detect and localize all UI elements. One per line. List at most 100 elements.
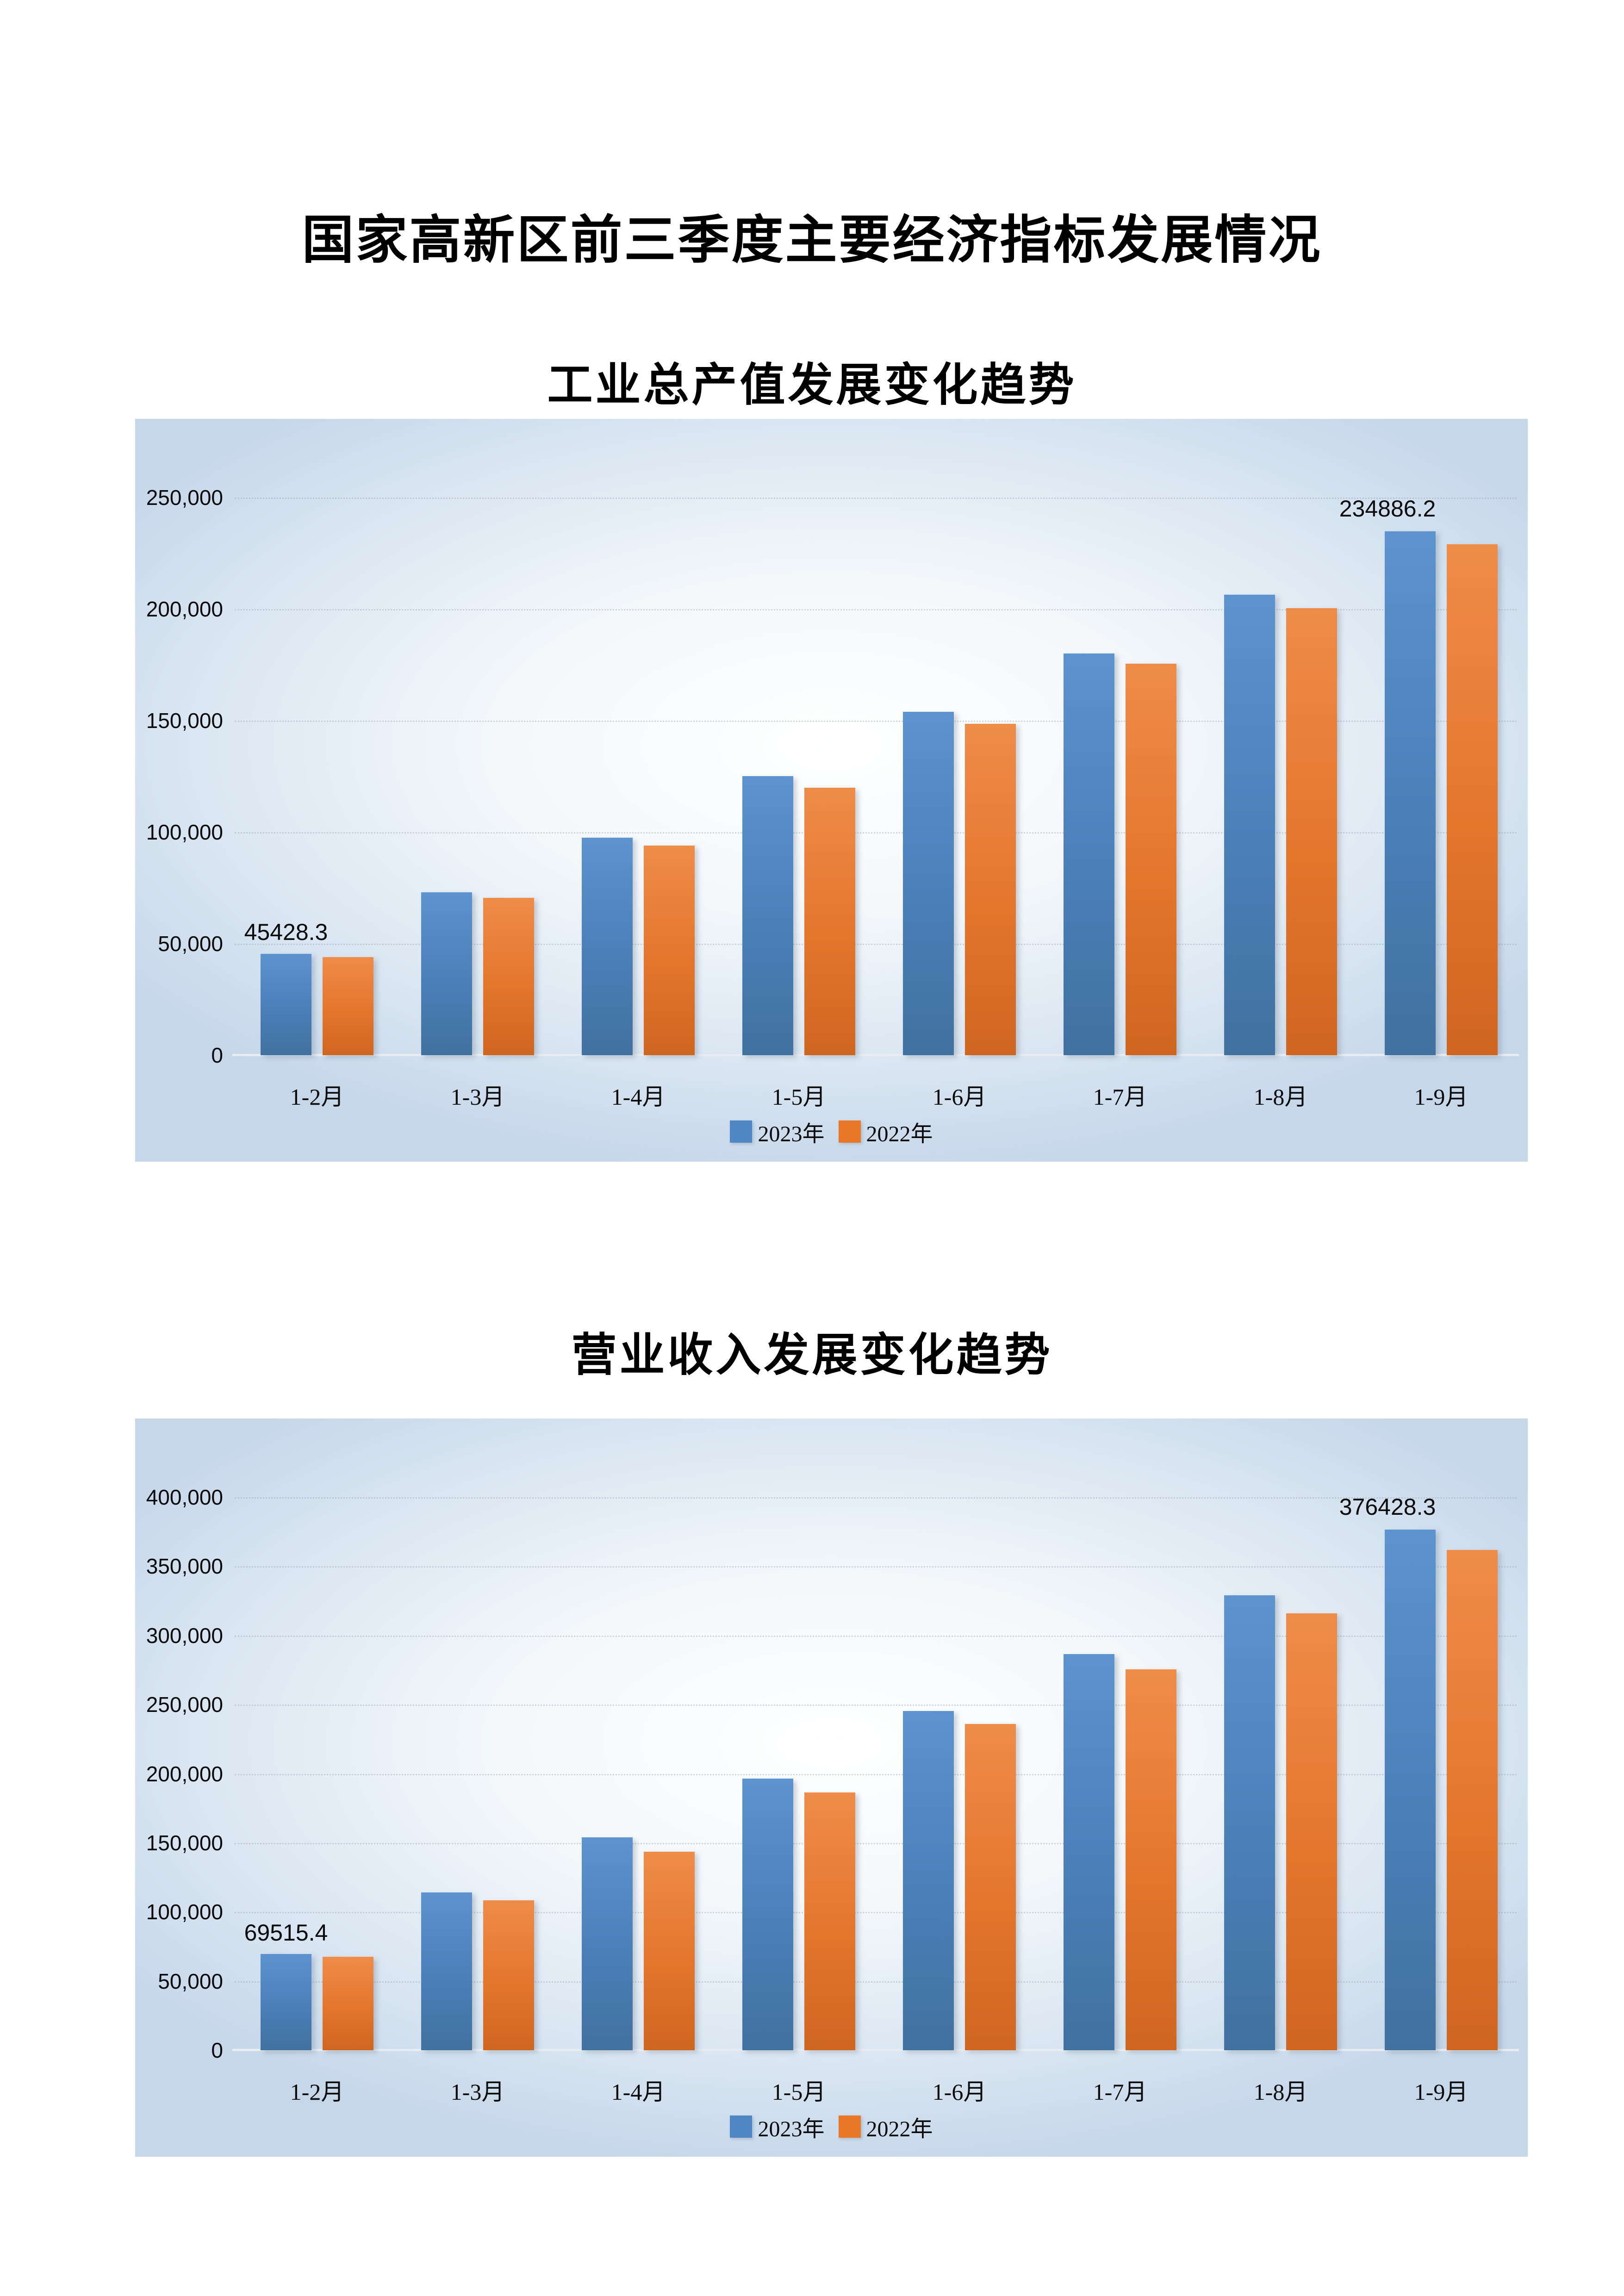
x-tick-label: 1-9月 <box>1414 1084 1468 1110</box>
gridline <box>235 1912 1517 1913</box>
x-tick-label: 1-5月 <box>772 1084 826 1110</box>
x-tick-label: 1-4月 <box>611 1084 666 1110</box>
y-tick-label: 100,000 <box>146 1900 223 1924</box>
bar-2023 <box>1064 653 1114 1055</box>
legend-swatch-2023 <box>730 2116 753 2138</box>
x-tick-label: 1-3月 <box>450 1084 505 1110</box>
bar-2022 <box>1447 544 1498 1055</box>
legend-label: 2023年 <box>758 2117 825 2141</box>
y-tick-label: 300,000 <box>146 1624 223 1648</box>
chart1-title: 工业总产值发展变化趋势 <box>547 361 1077 411</box>
bar-2022 <box>1286 608 1337 1055</box>
bar-2023 <box>1385 1530 1436 2050</box>
bar-2023 <box>742 776 793 1055</box>
x-tick-label: 1-8月 <box>1253 2079 1308 2105</box>
legend-item-2022: 2022年 <box>838 1115 933 1148</box>
bar-2022 <box>644 1852 695 2050</box>
data-label-first: 69515.4 <box>244 1920 328 1946</box>
x-tick-label: 1-5月 <box>772 2079 826 2105</box>
legend-swatch-2022 <box>838 2116 861 2138</box>
bar-2022 <box>1447 1550 1498 2050</box>
y-tick-label: 0 <box>211 2038 223 2062</box>
x-tick-label: 1-3月 <box>450 2079 505 2105</box>
data-label-last: 376428.3 <box>1339 1494 1436 1520</box>
y-tick-label: 400,000 <box>146 1485 223 1509</box>
x-tick-label: 1-2月 <box>290 1084 344 1110</box>
page-title: 国家高新区前三季度主要经济指标发展情况 <box>302 211 1322 269</box>
bar-2022 <box>323 957 373 1055</box>
y-tick-label: 50,000 <box>158 1969 223 1993</box>
x-tick-label: 1-6月 <box>932 1084 987 1110</box>
bar-2023 <box>421 1892 472 2050</box>
x-tick-label: 1-7月 <box>1093 2079 1147 2105</box>
y-tick-label: 250,000 <box>146 485 223 510</box>
x-tick-label: 1-7月 <box>1093 1084 1147 1110</box>
gridline <box>235 1774 1517 1775</box>
bar-2022 <box>804 1792 855 2050</box>
bar-2023 <box>421 892 472 1055</box>
bar-2022 <box>483 898 534 1055</box>
bar-2023 <box>742 1779 793 2050</box>
y-tick-label: 200,000 <box>146 597 223 621</box>
legend-label: 2022年 <box>866 2117 933 2141</box>
bar-2023 <box>903 1711 954 2050</box>
x-tick-label: 1-6月 <box>932 2079 987 2105</box>
data-label-last: 234886.2 <box>1339 496 1436 522</box>
y-tick-label: 200,000 <box>146 1762 223 1786</box>
gridline <box>235 721 1517 722</box>
gridline <box>235 832 1517 834</box>
bar-2023 <box>261 1954 311 2050</box>
bar-2022 <box>965 1724 1016 2050</box>
gridline <box>235 1705 1517 1706</box>
bar-2023 <box>1224 1595 1275 2050</box>
gridline <box>235 1636 1517 1637</box>
bar-2022 <box>804 788 855 1055</box>
legend-item-2022: 2022年 <box>838 2110 933 2143</box>
x-tick-label: 1-2月 <box>290 2079 344 2105</box>
y-tick-label: 0 <box>211 1043 223 1067</box>
bar-2023 <box>1064 1654 1114 2050</box>
y-tick-label: 150,000 <box>146 709 223 733</box>
y-tick-label: 100,000 <box>146 820 223 844</box>
plot-area: 250,000 200,000 150,000 100,000 50,000 0… <box>135 419 1528 1162</box>
legend: 2023年 2022年 <box>135 2110 1528 2143</box>
x-axis-line <box>232 1054 1519 1056</box>
bar-2022 <box>965 724 1016 1055</box>
legend-swatch-2023 <box>730 1120 753 1143</box>
legend-item-2023: 2023年 <box>730 1115 825 1148</box>
bar-2022 <box>644 846 695 1055</box>
x-tick-label: 1-8月 <box>1253 1084 1308 1110</box>
legend-label: 2022年 <box>866 1122 933 1146</box>
gridline <box>235 1497 1517 1499</box>
y-tick-label: 250,000 <box>146 1692 223 1717</box>
chart2-title: 营业收入发展变化趋势 <box>571 1331 1053 1381</box>
bar-2022 <box>1286 1613 1337 2050</box>
bar-2023 <box>582 838 633 1055</box>
gridline <box>235 1843 1517 1844</box>
plot-area: 400,000 350,000 300,000 250,000 200,000 … <box>135 1419 1528 2157</box>
bar-2022 <box>1126 1669 1176 2050</box>
x-tick-label: 1-4月 <box>611 2079 666 2105</box>
x-tick-label: 1-9月 <box>1414 2079 1468 2105</box>
bar-2023 <box>261 954 311 1055</box>
bar-2022 <box>1126 664 1176 1055</box>
data-label-first: 45428.3 <box>244 919 328 945</box>
y-tick-label: 150,000 <box>146 1831 223 1855</box>
gridline <box>235 498 1517 499</box>
gridline <box>235 944 1517 945</box>
y-tick-label: 350,000 <box>146 1554 223 1578</box>
legend: 2023年 2022年 <box>135 1115 1528 1148</box>
legend-swatch-2022 <box>838 1120 861 1143</box>
gridline <box>235 609 1517 610</box>
bar-2022 <box>323 1957 373 2050</box>
legend-item-2023: 2023年 <box>730 2110 825 2143</box>
gridline <box>235 1981 1517 1983</box>
chart-industrial-output-value: 250,000 200,000 150,000 100,000 50,000 0… <box>135 419 1528 1162</box>
bar-2023 <box>903 712 954 1055</box>
bar-2023 <box>582 1837 633 2050</box>
y-tick-label: 50,000 <box>158 932 223 956</box>
x-axis-line <box>232 2049 1519 2051</box>
gridline <box>235 1566 1517 1568</box>
bar-2022 <box>483 1900 534 2050</box>
legend-label: 2023年 <box>758 1122 825 1146</box>
